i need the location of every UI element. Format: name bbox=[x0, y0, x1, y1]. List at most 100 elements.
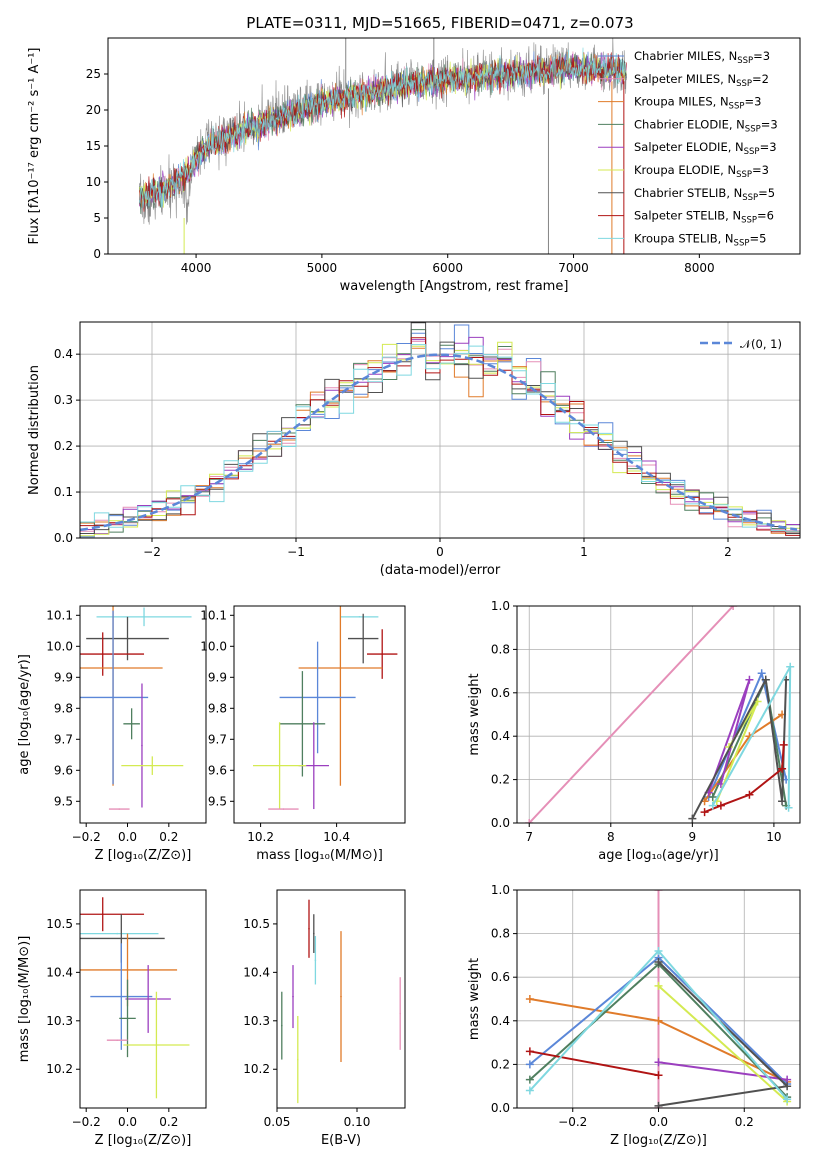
histogram-kroupa_stelib bbox=[80, 344, 800, 532]
mass-vs-metallicity-panel: −0.2 0.0 0.2 10.2 10.3 10.4 10.5 Z [log₁₀(Z/Z⊙)… bbox=[17, 889, 207, 1148]
marker-salpeter_stelib bbox=[716, 801, 725, 810]
x-tick-label: 4000 bbox=[181, 261, 212, 275]
y-tick-label: 9.9 bbox=[208, 670, 227, 684]
y-tick-label: 9.8 bbox=[54, 701, 73, 715]
marker-kroupa_elodie bbox=[654, 981, 663, 990]
y-tick-label: 10.2 bbox=[46, 1062, 73, 1076]
legend-label-kroupa_stelib: Kroupa STELIB, NSSP=5 bbox=[634, 231, 766, 248]
point-chabrier_stelib bbox=[362, 637, 365, 640]
series-line-kroupa_stelib bbox=[711, 666, 792, 808]
x-tick-label: 5000 bbox=[307, 261, 338, 275]
marker-salpeter_miles bbox=[525, 819, 534, 823]
y-tick-label: 0.6 bbox=[491, 970, 510, 984]
marker-kroupa_stelib bbox=[525, 1086, 534, 1095]
point-salpeter_miles bbox=[118, 808, 121, 810]
x-tick-label: −1 bbox=[287, 545, 305, 559]
y-tick-label: 0.2 bbox=[54, 439, 73, 453]
marker-chabrier_stelib bbox=[688, 814, 697, 823]
marker-chabrier_stelib bbox=[654, 957, 663, 966]
y-tick-label: 10.1 bbox=[46, 608, 73, 622]
marker-salpeter_stelib bbox=[525, 1047, 534, 1056]
y-tick-label: 5 bbox=[93, 211, 101, 225]
point-salpeter_miles bbox=[282, 808, 285, 810]
model-spectrum-kroupa_stelib bbox=[139, 47, 627, 208]
axes-frame bbox=[516, 605, 801, 824]
y-tick-label: 10.4 bbox=[243, 965, 270, 979]
plot-area bbox=[80, 897, 190, 1099]
y-tick-label: 9.5 bbox=[54, 794, 73, 808]
marker-kroupa_miles bbox=[525, 995, 534, 1003]
x-tick-label: 0.0 bbox=[649, 1115, 668, 1129]
point-chabrier_miles bbox=[112, 696, 114, 699]
x-tick-label: −0.2 bbox=[72, 1115, 101, 1129]
marker-kroupa_stelib bbox=[708, 801, 717, 810]
axes-frame bbox=[79, 605, 207, 824]
marker-salpeter_stelib bbox=[700, 808, 709, 817]
x-axis-label: age [log₁₀(age/yr)] bbox=[598, 848, 719, 863]
plot-area bbox=[253, 606, 398, 810]
y-tick-label: 9.8 bbox=[208, 701, 227, 715]
x-tick-label: 9 bbox=[689, 830, 697, 844]
massweight-vs-age-panel: 7 8 9 10 0.0 0.2 0.4 0.6 0.8 1.0 age [log₁₀(age/yr… bbox=[467, 599, 801, 863]
series-line-salpeter_elodie bbox=[658, 1061, 788, 1081]
legend-label-chabrier_miles: Chabrier MILES, NSSP=3 bbox=[634, 49, 770, 66]
point-chabrier_elodie bbox=[130, 723, 133, 725]
y-axis-label: Flux [fλ10⁻¹⁷ erg cm⁻² s⁻¹ A⁻¹] bbox=[27, 48, 42, 245]
marker-chabrier_miles bbox=[757, 669, 766, 678]
x-axis-label: mass [log₁₀(M/M⊙)] bbox=[256, 848, 383, 863]
point-chabrier_elodie bbox=[281, 1024, 283, 1027]
y-tick-label: 0.0 bbox=[491, 1101, 510, 1115]
point-chabrier_miles bbox=[316, 696, 319, 699]
marker-chabrier_stelib bbox=[783, 1082, 792, 1091]
legend-label-kroupa_miles: Kroupa MILES, NSSP=3 bbox=[634, 95, 761, 112]
point-kroupa_stelib bbox=[358, 616, 361, 618]
marker-salpeter_elodie bbox=[745, 675, 754, 684]
series-line-kroupa_elodie bbox=[657, 985, 788, 1103]
plot-area bbox=[139, 38, 627, 254]
y-tick-label: 0.6 bbox=[491, 686, 510, 700]
y-tick-label: 0.4 bbox=[491, 729, 510, 743]
y-tick-label: 9.6 bbox=[208, 763, 227, 777]
legend-label-salpeter_elodie: Salpeter ELODIE, NSSP=3 bbox=[634, 140, 777, 157]
legend-label-chabrier_stelib: Chabrier STELIB, NSSP=5 bbox=[634, 186, 775, 203]
y-tick-label: 0 bbox=[93, 247, 101, 261]
series-line-salpeter_miles bbox=[528, 606, 734, 823]
axes-frame bbox=[233, 605, 406, 824]
gaussian-reference-curve bbox=[80, 353, 798, 532]
legend-label-gaussian: 𝒩(0, 1) bbox=[740, 337, 782, 351]
point-kroupa_elodie bbox=[151, 764, 154, 767]
x-tick-label: 7000 bbox=[558, 261, 589, 275]
x-tick-label: 0.2 bbox=[735, 1115, 754, 1129]
y-tick-label: 9.9 bbox=[54, 670, 73, 684]
y-tick-label: 10.3 bbox=[46, 1014, 73, 1028]
marker-salpeter_stelib bbox=[778, 764, 787, 773]
y-axis-label: Normed distribution bbox=[27, 365, 42, 495]
y-tick-label: 0.0 bbox=[54, 531, 73, 545]
marker-salpeter_miles bbox=[654, 890, 663, 894]
x-axis-label: Z [log₁₀(Z/Z⊙)] bbox=[95, 1133, 192, 1148]
marker-chabrier_stelib bbox=[654, 1101, 663, 1108]
y-tick-label: 15 bbox=[86, 139, 101, 153]
point-salpeter_stelib bbox=[308, 927, 310, 930]
y-tick-label: 10.3 bbox=[243, 1014, 270, 1028]
y-axis-label: age [log₁₀(age/yr)] bbox=[17, 654, 32, 775]
legend-label-salpeter_miles: Salpeter MILES, NSSP=2 bbox=[634, 72, 769, 89]
x-tick-label: −2 bbox=[143, 545, 161, 559]
point-kroupa_stelib bbox=[116, 932, 118, 935]
spectrum-legend: Chabrier MILES, NSSP=3 Salpeter MILES, NS… bbox=[598, 49, 778, 248]
x-axis-label: wavelength [Angstrom, rest frame] bbox=[340, 279, 569, 294]
axes-frame bbox=[79, 889, 207, 1109]
marker-kroupa_stelib bbox=[784, 803, 793, 812]
point-kroupa_stelib bbox=[143, 616, 145, 618]
point-salpeter_miles bbox=[116, 1039, 118, 1041]
marker-kroupa_miles bbox=[654, 1016, 663, 1025]
plot-area bbox=[281, 899, 402, 1104]
y-tick-label: 9.6 bbox=[54, 763, 73, 777]
y-tick-label: 0.0 bbox=[491, 816, 510, 830]
y-tick-label: 0.2 bbox=[491, 773, 510, 787]
legend-label-chabrier_elodie: Chabrier ELODIE, NSSP=3 bbox=[634, 117, 778, 134]
point-chabrier_stelib bbox=[120, 937, 123, 940]
x-tick-label: 0.05 bbox=[264, 1115, 291, 1129]
y-tick-label: 10.0 bbox=[46, 639, 73, 653]
legend-label-salpeter_stelib: Salpeter STELIB, NSSP=6 bbox=[634, 209, 774, 226]
